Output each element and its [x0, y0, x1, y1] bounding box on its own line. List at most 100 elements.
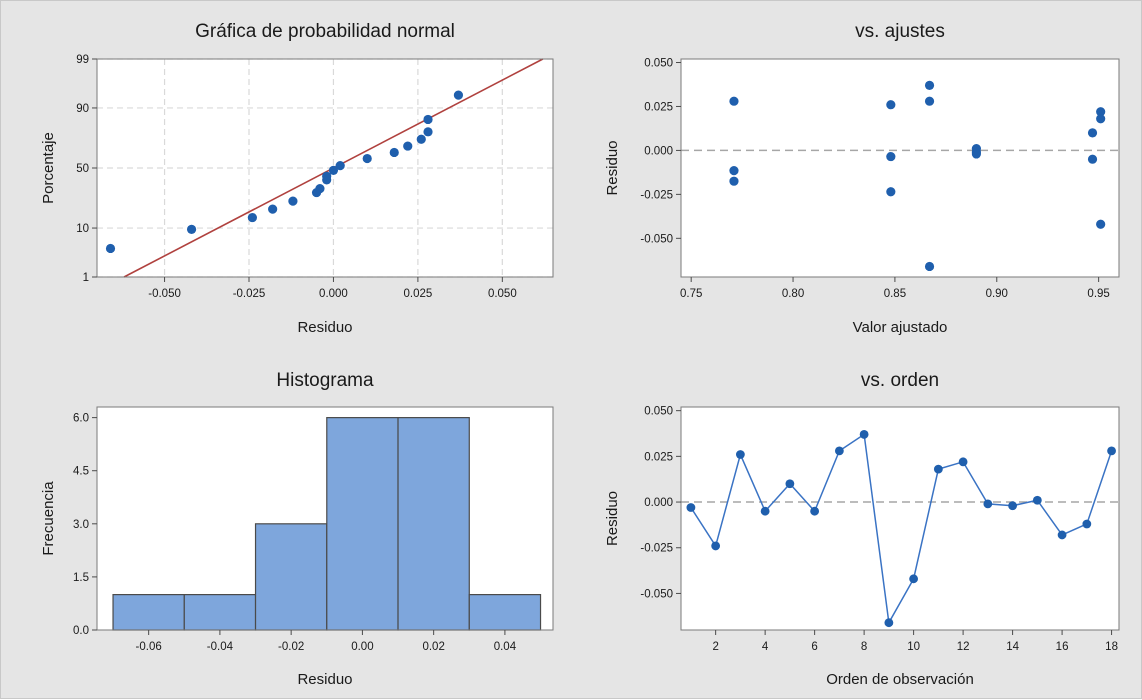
data-point [884, 618, 894, 628]
data-point [423, 114, 433, 125]
data-point [933, 464, 943, 474]
x-tick-label: -0.02 [278, 641, 304, 653]
x-tick-label: 0.04 [494, 641, 517, 653]
y-tick-label: -0.050 [640, 233, 673, 245]
y-axis-order: -0.050 -0.025 0.000 0.025 0.050 [640, 406, 681, 600]
x-tick-label: 0.80 [782, 288, 804, 300]
y-axis-title: Residuo [604, 140, 621, 195]
x-axis-title: Residuo [297, 671, 352, 688]
data-point [983, 499, 993, 509]
data-point [362, 153, 372, 164]
y-axis-title: Frecuencia [40, 481, 57, 556]
data-point [1096, 114, 1106, 124]
x-axis-hist: -0.06 -0.04 -0.02 0.00 0.02 0.04 [136, 630, 517, 653]
plot-area-fits [681, 59, 1119, 277]
x-tick-label: -0.025 [233, 288, 266, 300]
data-point [1096, 219, 1106, 229]
data-point [886, 100, 896, 110]
data-point [686, 503, 696, 512]
x-tick-label: 6 [811, 641, 817, 653]
y-tick-label: -0.025 [640, 543, 673, 555]
y-tick-label: 0.050 [644, 58, 673, 70]
data-point [971, 149, 981, 159]
y-tick-label: 1 [83, 272, 89, 284]
histogram-bar [254, 523, 328, 631]
data-point [886, 187, 896, 197]
data-point [1032, 495, 1042, 505]
y-tick-label: 0.000 [644, 145, 673, 157]
chart-order: 2 4 6 8 10 12 14 16 18 -0.050 -0.025 0.000 0.025 0.05… [604, 370, 1120, 688]
data-point [924, 261, 935, 272]
data-point [389, 147, 399, 158]
x-tick-label: 10 [907, 641, 920, 653]
x-axis-title: Valor ajustado [853, 319, 948, 336]
residual-series-line [690, 433, 1113, 626]
x-tick-label: 0.02 [422, 641, 444, 653]
y-tick-label: 4.5 [73, 466, 89, 478]
data-point [335, 161, 345, 171]
data-point [328, 165, 339, 175]
data-point [810, 506, 820, 516]
data-point [1096, 107, 1106, 117]
y-tick-label: 99 [76, 54, 89, 66]
data-point [859, 430, 869, 439]
x-axis-prob: -0.050 -0.025 0.000 0.025 0.050 [148, 277, 517, 300]
data-points-prob [105, 90, 464, 254]
x-tick-label: 16 [1056, 641, 1069, 653]
x-tick-label: 14 [1006, 641, 1019, 653]
y-axis-fits: -0.050 -0.025 0.000 0.025 0.050 [640, 58, 681, 245]
data-point [416, 134, 426, 144]
x-axis-title: Orden de observación [826, 671, 974, 688]
y-tick-label: 10 [76, 223, 89, 235]
data-point [729, 166, 739, 176]
y-tick-label: 1.5 [73, 572, 89, 584]
y-axis-title: Porcentaje [40, 132, 57, 204]
histogram-bars [112, 417, 542, 631]
data-point [1087, 154, 1098, 164]
plot-frame-hist [96, 406, 554, 631]
data-point [186, 224, 197, 235]
x-tick-label: -0.050 [148, 288, 181, 300]
plot-frame-fits [680, 58, 1120, 278]
data-point [1008, 501, 1017, 511]
x-tick-label: 2 [712, 641, 718, 653]
x-tick-label: 0.95 [1087, 288, 1109, 300]
data-point [403, 141, 413, 151]
x-tick-label: 0.00 [351, 641, 373, 653]
x-tick-label: -0.04 [207, 641, 234, 653]
chart-title: Histograma [276, 370, 374, 391]
x-tick-label: 0.000 [319, 288, 348, 300]
y-axis-title: Residuo [604, 491, 621, 546]
histogram-bar [326, 417, 399, 631]
histogram-bar [112, 594, 185, 631]
chart-hist: -0.06 -0.04 -0.02 0.00 0.02 0.04 0.0 1.5 3.0 4.5 6… [40, 370, 554, 688]
data-point [1082, 519, 1092, 529]
chart-title: Gráfica de probabilidad normal [195, 21, 455, 42]
y-axis-prob: 1 10 50 90 99 [76, 54, 97, 284]
histogram-bar [468, 594, 542, 631]
y-tick-label: 0.025 [644, 101, 673, 113]
data-point [105, 243, 116, 254]
chart-title: vs. orden [861, 370, 939, 391]
y-tick-label: 6.0 [73, 413, 89, 425]
data-point [268, 204, 278, 214]
x-tick-label: 18 [1105, 641, 1118, 653]
data-point [1087, 128, 1098, 138]
x-tick-label: 0.75 [680, 288, 702, 300]
x-axis-fits: 0.75 0.80 0.85 0.90 0.95 [680, 277, 1110, 300]
data-point [735, 450, 745, 459]
data-point [785, 479, 795, 489]
data-points-fits [729, 80, 1106, 272]
x-tick-label: 0.025 [403, 288, 432, 300]
data-point [453, 90, 464, 100]
x-tick-label: 12 [957, 641, 970, 653]
histogram-bar [397, 417, 470, 631]
data-point [288, 196, 298, 206]
data-point [834, 446, 844, 456]
y-tick-label: 0.025 [644, 451, 673, 463]
data-point [729, 176, 739, 186]
histogram-bar [183, 594, 257, 631]
y-tick-label: 3.0 [73, 519, 89, 531]
